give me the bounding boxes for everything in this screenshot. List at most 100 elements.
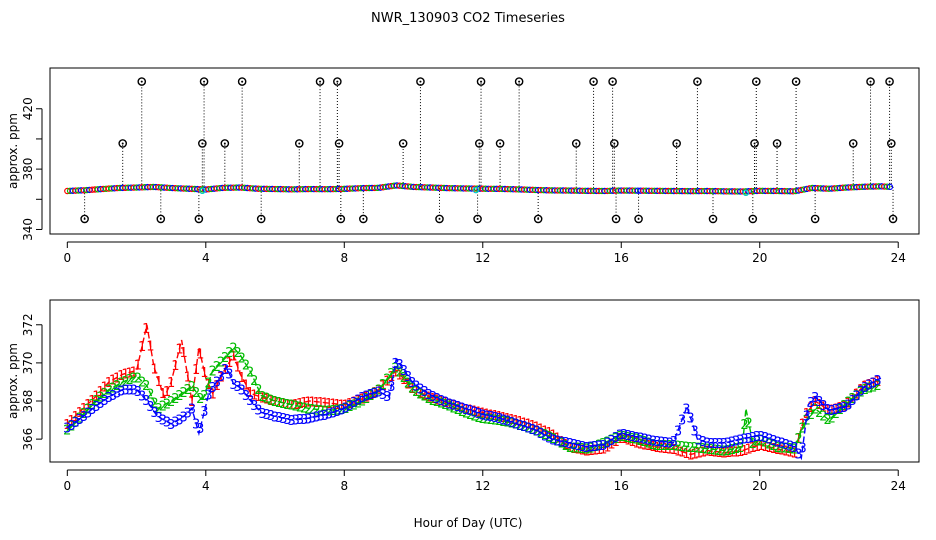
series-3-point: 3: [553, 434, 561, 449]
series-3-point: 3: [857, 385, 865, 400]
series-1-point: 1: [466, 404, 474, 419]
series-2-point: 2: [553, 434, 561, 449]
series-3-point: 3: [578, 440, 586, 455]
smoothed-series: 1111111111111111111111111111111111111111…: [63, 322, 881, 464]
series-3-point: 3: [408, 376, 416, 391]
series-1-point: 1: [458, 401, 466, 416]
series-2-point: 2: [267, 393, 275, 408]
series-3-point: 3: [749, 431, 757, 446]
series-2-point: 2: [321, 404, 329, 419]
series-3-point: 3: [799, 442, 807, 457]
series-2-point: 2: [379, 378, 387, 393]
series-1-point: 1: [134, 358, 142, 373]
baseline-glitch-point: [742, 189, 750, 197]
series-3-point: 3: [803, 409, 811, 424]
series-1-point: 1: [637, 437, 645, 452]
series-2-point: 2: [84, 403, 92, 418]
series-3-point: 3: [263, 408, 271, 423]
series-2-point: 2: [508, 417, 516, 432]
raw-y-tick-label: 420: [21, 97, 35, 120]
series-2-point: 2: [213, 360, 221, 375]
series-3-point: 3: [616, 428, 624, 443]
series-3-point: 3: [429, 390, 437, 405]
spike-point-center: [499, 142, 502, 145]
series-2-point: 2: [283, 398, 291, 413]
spike-point: [198, 139, 207, 148]
series-3-point: 3: [375, 385, 383, 400]
series-1-point: 1: [258, 392, 266, 407]
series-1-point: 1: [778, 444, 786, 459]
series-2-point: 2: [292, 400, 300, 415]
series-1-point: 1: [749, 441, 757, 456]
series-1-point: 1: [138, 340, 146, 355]
series-1-point: 1: [130, 365, 138, 380]
series-3-point: 3: [321, 409, 329, 424]
series-3-point: 3: [333, 405, 341, 420]
smoothed-y-axis-label: approx. ppm: [6, 343, 20, 419]
spike-point: [848, 139, 858, 148]
series-2-point: 2: [686, 441, 694, 456]
series-3-point: 3: [487, 410, 495, 425]
series-1-point: 1: [699, 446, 707, 461]
spike-point: [476, 77, 486, 86]
raw-plot-frame: [49, 67, 920, 235]
spike-point: [887, 139, 896, 148]
series-2-point: 2: [425, 392, 433, 407]
spike-point-center: [613, 142, 616, 145]
series-1-point: 1: [325, 397, 333, 412]
series-1-point: 1: [92, 390, 100, 405]
series-1-point: 1: [574, 443, 582, 458]
series-2-point: 2: [383, 373, 391, 388]
series-2-point: 2: [628, 432, 636, 447]
series-3-point: 3: [558, 435, 566, 450]
series-2-point: 2: [146, 387, 154, 402]
series-1-point: 1: [462, 403, 470, 418]
series-2-point: 2: [76, 412, 84, 427]
series-3-point: 3: [869, 376, 877, 391]
series-1-point: 1: [815, 398, 823, 413]
spike-point-center: [121, 142, 124, 145]
series-3-point: 3: [391, 357, 399, 372]
series-1-point: 1: [728, 446, 736, 461]
series-3-point: 3: [163, 416, 171, 431]
series-2-point: 2: [71, 416, 79, 431]
spike-point-center: [83, 217, 86, 220]
series-2-point: 2: [720, 444, 728, 459]
series-3-point: 3: [312, 411, 320, 426]
series-1-point: 1: [653, 441, 661, 456]
series-1-point: 1: [678, 446, 686, 461]
series-3-point: 3: [504, 415, 512, 430]
series-3-point: 3: [641, 433, 649, 448]
series-2-point: 2: [80, 407, 88, 422]
series-3-point: 3: [404, 370, 412, 385]
series-1-point: 1: [304, 395, 312, 410]
series-3-point: 3: [703, 437, 711, 452]
series-2-point: 2: [420, 390, 428, 405]
series-1-point: 1: [607, 438, 615, 453]
series-1-point: 1: [649, 440, 657, 455]
series-2-point: 2: [391, 362, 399, 377]
series-3-point: 3: [840, 401, 848, 416]
series-2-point: 2: [853, 389, 861, 404]
series-1-point: 1: [88, 394, 96, 409]
series-1-point: 1: [549, 428, 557, 443]
series-1-point: 1: [794, 432, 802, 447]
series-3-point: 3: [92, 400, 100, 415]
series-1-point: 1: [234, 361, 242, 376]
series-3-point: 3: [258, 407, 266, 422]
smoothed-x-tick-label: 24: [891, 479, 906, 493]
series-3-point: 3: [674, 424, 682, 439]
spike-point: [256, 214, 266, 224]
series-2-point: 2: [711, 443, 719, 458]
series-2-point: 2: [620, 430, 628, 445]
series-3-point: 3: [483, 409, 491, 424]
raw-x-tick-label: 0: [63, 251, 71, 265]
series-2-point: 2: [778, 441, 786, 456]
series-2-point: 2: [109, 381, 117, 396]
spike-point: [514, 77, 524, 86]
spike-point: [791, 77, 801, 86]
series-1-point: 1: [229, 349, 237, 364]
series-3-point: 3: [317, 410, 325, 425]
raw-x-tick-label: 16: [614, 251, 629, 265]
spike-point: [333, 77, 342, 86]
